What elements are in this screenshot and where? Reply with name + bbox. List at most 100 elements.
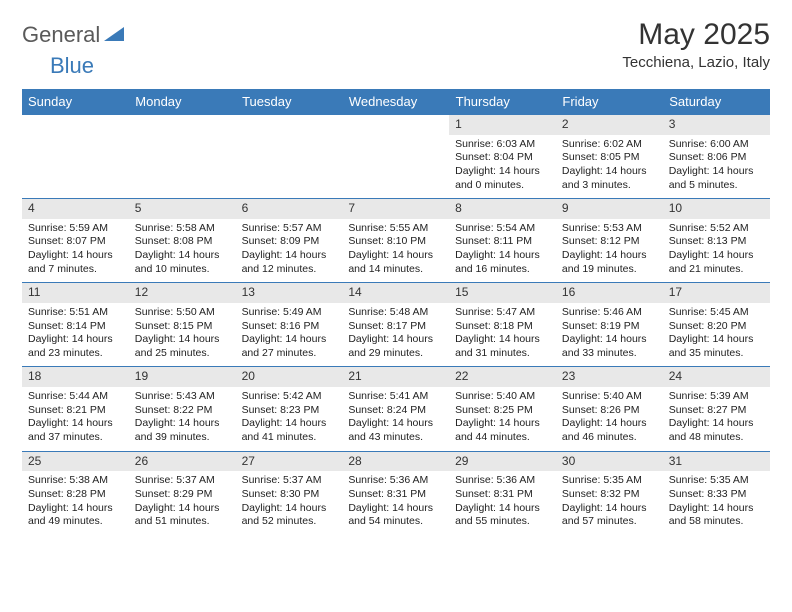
day-body: Sunrise: 6:02 AMSunset: 8:05 PMDaylight:… xyxy=(556,135,663,199)
day-body: Sunrise: 5:48 AMSunset: 8:17 PMDaylight:… xyxy=(342,303,449,367)
sunrise-text: Sunrise: 5:37 AM xyxy=(135,474,230,488)
day-body: Sunrise: 5:36 AMSunset: 8:31 PMDaylight:… xyxy=(449,471,556,535)
day-body: Sunrise: 5:57 AMSunset: 8:09 PMDaylight:… xyxy=(236,219,343,283)
daylight-text: Daylight: 14 hours and 0 minutes. xyxy=(455,165,550,192)
day-body: Sunrise: 5:40 AMSunset: 8:26 PMDaylight:… xyxy=(556,387,663,451)
day-body: Sunrise: 5:35 AMSunset: 8:33 PMDaylight:… xyxy=(663,471,770,535)
sunrise-text: Sunrise: 6:00 AM xyxy=(669,138,764,152)
calendar-cell: 9Sunrise: 5:53 AMSunset: 8:12 PMDaylight… xyxy=(556,199,663,283)
sunrise-text: Sunrise: 5:37 AM xyxy=(242,474,337,488)
sunset-text: Sunset: 8:13 PM xyxy=(669,235,764,249)
day-number: 29 xyxy=(449,452,556,472)
sunrise-text: Sunrise: 5:42 AM xyxy=(242,390,337,404)
day-body: Sunrise: 5:54 AMSunset: 8:11 PMDaylight:… xyxy=(449,219,556,283)
title-block: May 2025 Tecchiena, Lazio, Italy xyxy=(622,18,770,71)
calendar-row: 25Sunrise: 5:38 AMSunset: 8:28 PMDayligh… xyxy=(22,451,770,535)
sunset-text: Sunset: 8:31 PM xyxy=(348,488,443,502)
calendar-cell: 18Sunrise: 5:44 AMSunset: 8:21 PMDayligh… xyxy=(22,367,129,451)
calendar-cell: 13Sunrise: 5:49 AMSunset: 8:16 PMDayligh… xyxy=(236,283,343,367)
sunset-text: Sunset: 8:07 PM xyxy=(28,235,123,249)
daylight-text: Daylight: 14 hours and 44 minutes. xyxy=(455,417,550,444)
day-number: 14 xyxy=(342,283,449,303)
weekday-monday: Monday xyxy=(129,89,236,115)
calendar-cell xyxy=(236,115,343,199)
daylight-text: Daylight: 14 hours and 46 minutes. xyxy=(562,417,657,444)
daylight-text: Daylight: 14 hours and 21 minutes. xyxy=(669,249,764,276)
day-body: Sunrise: 5:59 AMSunset: 8:07 PMDaylight:… xyxy=(22,219,129,283)
day-number: 25 xyxy=(22,452,129,472)
calendar-cell: 5Sunrise: 5:58 AMSunset: 8:08 PMDaylight… xyxy=(129,199,236,283)
day-body: Sunrise: 5:52 AMSunset: 8:13 PMDaylight:… xyxy=(663,219,770,283)
sunset-text: Sunset: 8:29 PM xyxy=(135,488,230,502)
weekday-saturday: Saturday xyxy=(663,89,770,115)
sunrise-text: Sunrise: 5:35 AM xyxy=(669,474,764,488)
sunrise-text: Sunrise: 5:58 AM xyxy=(135,222,230,236)
calendar-cell: 20Sunrise: 5:42 AMSunset: 8:23 PMDayligh… xyxy=(236,367,343,451)
sunrise-text: Sunrise: 5:55 AM xyxy=(348,222,443,236)
day-body: Sunrise: 5:44 AMSunset: 8:21 PMDaylight:… xyxy=(22,387,129,451)
day-number: 4 xyxy=(22,199,129,219)
daylight-text: Daylight: 14 hours and 10 minutes. xyxy=(135,249,230,276)
sunrise-text: Sunrise: 5:39 AM xyxy=(669,390,764,404)
calendar-cell: 31Sunrise: 5:35 AMSunset: 8:33 PMDayligh… xyxy=(663,451,770,535)
day-number: 27 xyxy=(236,452,343,472)
day-body: Sunrise: 5:55 AMSunset: 8:10 PMDaylight:… xyxy=(342,219,449,283)
sunrise-text: Sunrise: 5:44 AM xyxy=(28,390,123,404)
day-body: Sunrise: 5:50 AMSunset: 8:15 PMDaylight:… xyxy=(129,303,236,367)
day-body: Sunrise: 5:37 AMSunset: 8:30 PMDaylight:… xyxy=(236,471,343,535)
sunrise-text: Sunrise: 5:36 AM xyxy=(348,474,443,488)
calendar-cell: 29Sunrise: 5:36 AMSunset: 8:31 PMDayligh… xyxy=(449,451,556,535)
sunset-text: Sunset: 8:22 PM xyxy=(135,404,230,418)
calendar-body: 1Sunrise: 6:03 AMSunset: 8:04 PMDaylight… xyxy=(22,115,770,535)
sunset-text: Sunset: 8:16 PM xyxy=(242,320,337,334)
daylight-text: Daylight: 14 hours and 7 minutes. xyxy=(28,249,123,276)
daylight-text: Daylight: 14 hours and 55 minutes. xyxy=(455,502,550,529)
daylight-text: Daylight: 14 hours and 41 minutes. xyxy=(242,417,337,444)
brand-triangle-icon xyxy=(104,25,124,46)
daylight-text: Daylight: 14 hours and 29 minutes. xyxy=(348,333,443,360)
day-number: 2 xyxy=(556,115,663,135)
day-body: Sunrise: 5:37 AMSunset: 8:29 PMDaylight:… xyxy=(129,471,236,535)
month-title: May 2025 xyxy=(622,18,770,52)
calendar-cell: 7Sunrise: 5:55 AMSunset: 8:10 PMDaylight… xyxy=(342,199,449,283)
sunrise-text: Sunrise: 5:52 AM xyxy=(669,222,764,236)
daylight-text: Daylight: 14 hours and 5 minutes. xyxy=(669,165,764,192)
brand-logo: General xyxy=(22,22,126,48)
brand-part2: Blue xyxy=(50,53,94,78)
day-number: 5 xyxy=(129,199,236,219)
weekday-wednesday: Wednesday xyxy=(342,89,449,115)
calendar-cell: 11Sunrise: 5:51 AMSunset: 8:14 PMDayligh… xyxy=(22,283,129,367)
day-number: 11 xyxy=(22,283,129,303)
sunrise-text: Sunrise: 5:51 AM xyxy=(28,306,123,320)
daylight-text: Daylight: 14 hours and 35 minutes. xyxy=(669,333,764,360)
weekday-tuesday: Tuesday xyxy=(236,89,343,115)
day-number: 15 xyxy=(449,283,556,303)
day-number: 19 xyxy=(129,367,236,387)
calendar-cell xyxy=(129,115,236,199)
calendar-cell: 10Sunrise: 5:52 AMSunset: 8:13 PMDayligh… xyxy=(663,199,770,283)
sunrise-text: Sunrise: 5:35 AM xyxy=(562,474,657,488)
day-number: 18 xyxy=(22,367,129,387)
daylight-text: Daylight: 14 hours and 19 minutes. xyxy=(562,249,657,276)
sunset-text: Sunset: 8:23 PM xyxy=(242,404,337,418)
day-body: Sunrise: 5:43 AMSunset: 8:22 PMDaylight:… xyxy=(129,387,236,451)
sunrise-text: Sunrise: 5:59 AM xyxy=(28,222,123,236)
day-body: Sunrise: 5:40 AMSunset: 8:25 PMDaylight:… xyxy=(449,387,556,451)
weekday-sunday: Sunday xyxy=(22,89,129,115)
day-number: 6 xyxy=(236,199,343,219)
day-number: 28 xyxy=(342,452,449,472)
calendar-cell: 23Sunrise: 5:40 AMSunset: 8:26 PMDayligh… xyxy=(556,367,663,451)
day-body: Sunrise: 5:51 AMSunset: 8:14 PMDaylight:… xyxy=(22,303,129,367)
daylight-text: Daylight: 14 hours and 51 minutes. xyxy=(135,502,230,529)
day-number: 21 xyxy=(342,367,449,387)
sunset-text: Sunset: 8:24 PM xyxy=(348,404,443,418)
daylight-text: Daylight: 14 hours and 33 minutes. xyxy=(562,333,657,360)
sunrise-text: Sunrise: 5:50 AM xyxy=(135,306,230,320)
day-number: 16 xyxy=(556,283,663,303)
daylight-text: Daylight: 14 hours and 49 minutes. xyxy=(28,502,123,529)
sunrise-text: Sunrise: 6:02 AM xyxy=(562,138,657,152)
calendar-cell: 4Sunrise: 5:59 AMSunset: 8:07 PMDaylight… xyxy=(22,199,129,283)
calendar-cell: 30Sunrise: 5:35 AMSunset: 8:32 PMDayligh… xyxy=(556,451,663,535)
calendar-cell: 26Sunrise: 5:37 AMSunset: 8:29 PMDayligh… xyxy=(129,451,236,535)
day-number: 17 xyxy=(663,283,770,303)
